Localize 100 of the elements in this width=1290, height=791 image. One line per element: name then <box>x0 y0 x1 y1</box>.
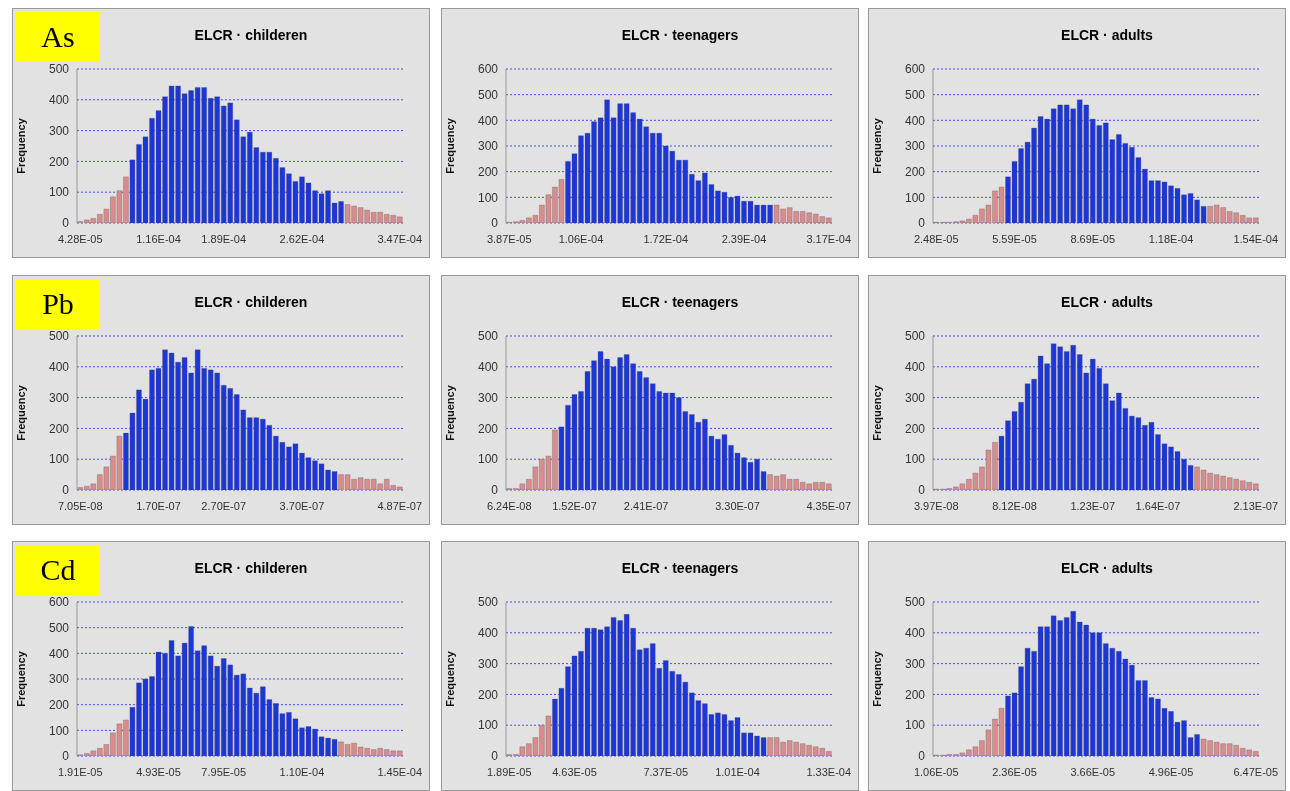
x-tick-label: 7.37E-05 <box>643 766 689 778</box>
y-axis-title: Frequency <box>14 384 27 441</box>
y-tick-label: 400 <box>48 360 70 375</box>
y-tick-label: 500 <box>904 595 926 610</box>
y-tick-label: 300 <box>48 672 70 687</box>
y-tick-label: 0 <box>62 483 70 498</box>
chart-title: ELCR · childeren <box>193 27 309 43</box>
y-tick-label: 600 <box>904 62 926 77</box>
x-tick-label: 1.33E-04 <box>806 766 852 778</box>
y-tick-label: 500 <box>477 595 499 610</box>
x-tick-label: 3.97E-08 <box>913 500 959 512</box>
y-tick-label: 0 <box>62 749 70 764</box>
y-tick-label: 100 <box>904 190 926 205</box>
y-tick-label: 500 <box>904 87 926 102</box>
chart-title: ELCR · childeren <box>193 294 309 310</box>
y-tick-label: 300 <box>904 390 926 405</box>
y-tick-label: 200 <box>477 164 499 179</box>
y-tick-label: 600 <box>477 62 499 77</box>
y-axis-title: Frequency <box>443 650 456 707</box>
y-tick-label: 100 <box>477 190 499 205</box>
x-tick-label: 1.52E-07 <box>552 500 597 512</box>
y-tick-label: 0 <box>491 483 499 498</box>
y-tick-label: 500 <box>477 87 499 102</box>
x-tick-label: 3.30E-07 <box>715 500 760 512</box>
y-axis-title: Frequency <box>443 384 456 441</box>
y-tick-label: 200 <box>48 421 70 436</box>
y-tick-label: 400 <box>477 113 499 128</box>
x-tick-label: 3.47E-04 <box>377 233 423 245</box>
y-tick-label: 0 <box>918 483 926 498</box>
x-tick-label: 2.70E-07 <box>201 500 247 512</box>
x-tick-label: 4.28E-05 <box>57 233 103 245</box>
x-tick-label: 7.05E-08 <box>57 500 103 512</box>
x-tick-label: 2.41E-07 <box>623 500 669 512</box>
y-tick-label: 300 <box>477 656 499 671</box>
y-tick-label: 100 <box>48 723 70 738</box>
y-axis-title: Frequency <box>14 117 27 174</box>
x-tick-label: 6.47E-05 <box>1233 766 1279 778</box>
y-tick-label: 100 <box>48 185 70 200</box>
y-tick-label: 0 <box>491 749 499 764</box>
y-tick-label: 200 <box>477 421 499 436</box>
chart-title: ELCR · childeren <box>194 560 308 576</box>
y-tick-label: 500 <box>904 329 926 344</box>
x-tick-label: 8.69E-05 <box>1070 233 1116 245</box>
chart-title: ELCR · teenagers <box>620 27 740 43</box>
y-tick-label: 300 <box>48 390 70 405</box>
y-tick-label: 200 <box>48 154 70 169</box>
x-tick-label: 3.17E-04 <box>806 233 852 245</box>
x-tick-label: 2.39E-04 <box>721 233 767 245</box>
y-tick-label: 300 <box>477 139 499 154</box>
y-tick-label: 0 <box>491 216 499 231</box>
x-tick-label: 1.72E-04 <box>643 233 689 245</box>
x-tick-label: 1.70E-07 <box>136 500 181 512</box>
y-tick-label: 400 <box>48 646 70 661</box>
y-tick-label: 200 <box>904 421 926 436</box>
y-tick-label: 0 <box>62 216 70 231</box>
y-tick-label: 400 <box>904 360 926 375</box>
y-axis-title: Frequency <box>870 384 883 441</box>
y-tick-label: 300 <box>477 390 499 405</box>
y-tick-label: 100 <box>904 718 926 733</box>
y-tick-label: 200 <box>904 687 926 702</box>
x-tick-label: 1.06E-04 <box>558 233 604 245</box>
y-tick-label: 100 <box>477 452 499 467</box>
x-tick-label: 1.06E-05 <box>913 766 959 778</box>
y-tick-label: 100 <box>904 452 926 467</box>
x-tick-label: 3.70E-07 <box>279 500 325 512</box>
y-tick-label: 400 <box>904 626 926 641</box>
y-tick-label: 400 <box>48 93 70 108</box>
x-tick-label: 1.16E-04 <box>136 233 181 245</box>
y-tick-label: 100 <box>48 452 70 467</box>
x-tick-label: 1.45E-04 <box>377 766 423 778</box>
x-tick-label: 2.48E-05 <box>913 233 959 245</box>
x-tick-label: 2.36E-05 <box>992 766 1037 778</box>
y-tick-label: 600 <box>48 595 70 610</box>
x-tick-label: 1.23E-07 <box>1070 500 1116 512</box>
x-tick-label: 6.24E-08 <box>486 500 532 512</box>
y-tick-label: 400 <box>904 113 926 128</box>
chart-title: ELCR · adults <box>1060 294 1154 310</box>
x-tick-label: 1.91E-05 <box>57 766 103 778</box>
y-tick-label: 0 <box>918 749 926 764</box>
text: Pb <box>16 279 100 329</box>
x-tick-label: 1.54E-04 <box>1233 233 1279 245</box>
y-tick-label: 500 <box>48 329 70 344</box>
y-tick-label: 500 <box>477 329 499 344</box>
y-tick-label: 300 <box>904 139 926 154</box>
y-tick-label: 200 <box>477 687 499 702</box>
x-tick-label: 1.89E-05 <box>486 766 532 778</box>
chart-title: ELCR · adults <box>1060 560 1154 576</box>
x-tick-label: 5.59E-05 <box>992 233 1037 245</box>
chart-title: ELCR · teenagers <box>620 294 740 310</box>
x-tick-label: 2.62E-04 <box>279 233 325 245</box>
y-tick-label: 500 <box>48 620 70 635</box>
chart-title: ELCR · adults <box>1060 27 1154 43</box>
x-tick-label: 4.63E-05 <box>552 766 597 778</box>
y-tick-label: 400 <box>477 626 499 641</box>
x-tick-label: 4.87E-07 <box>377 500 423 512</box>
text: As <box>16 12 100 62</box>
x-tick-label: 4.96E-05 <box>1148 766 1194 778</box>
y-tick-label: 0 <box>918 216 926 231</box>
x-tick-label: 1.64E-07 <box>1135 500 1181 512</box>
y-axis-title: Frequency <box>443 117 456 174</box>
